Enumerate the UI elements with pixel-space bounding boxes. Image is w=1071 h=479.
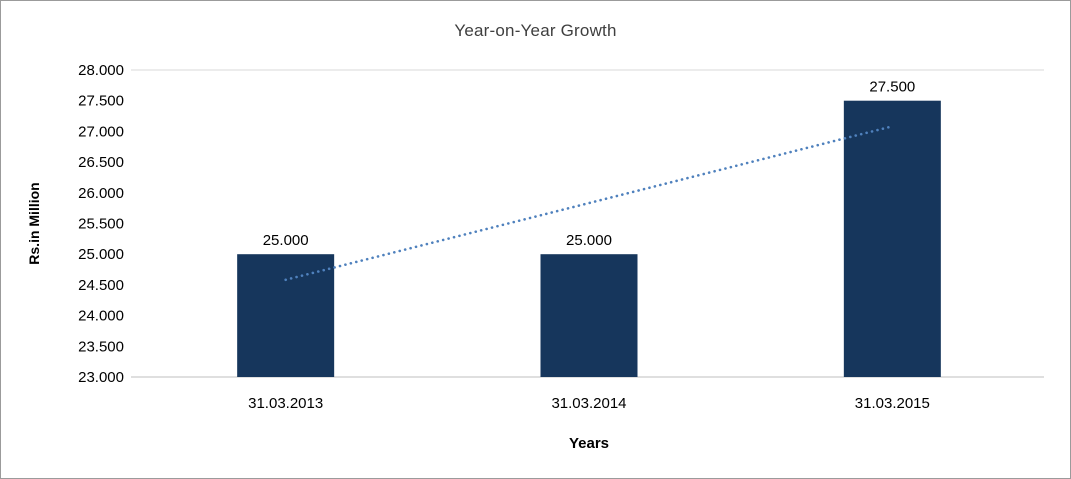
y-tick-label: 23.000 bbox=[78, 369, 124, 386]
bar bbox=[843, 100, 941, 377]
y-tick-label: 26.500 bbox=[78, 154, 124, 171]
y-tick-label: 25.000 bbox=[78, 246, 124, 263]
x-tick-label: 31.03.2014 bbox=[551, 395, 626, 412]
y-tick-label: 24.000 bbox=[78, 308, 124, 325]
bar-value-label: 25.000 bbox=[566, 232, 612, 249]
y-tick-label: 25.500 bbox=[78, 216, 124, 233]
x-axis-title: Years bbox=[569, 435, 609, 452]
y-tick-label: 27.000 bbox=[78, 123, 124, 140]
bar-value-label: 27.500 bbox=[869, 79, 915, 96]
x-tick-label: 31.03.2013 bbox=[248, 395, 323, 412]
y-axis-title: Rs.in Million bbox=[26, 182, 42, 264]
y-tick-label: 24.500 bbox=[78, 277, 124, 294]
bar-value-label: 25.000 bbox=[263, 232, 309, 249]
bar bbox=[237, 254, 335, 377]
x-tick-label: 31.03.2015 bbox=[855, 395, 930, 412]
trendline bbox=[284, 125, 894, 282]
bar bbox=[540, 254, 638, 377]
y-tick-label: 27.500 bbox=[78, 93, 124, 110]
y-tick-label: 23.500 bbox=[78, 338, 124, 355]
chart-title: Year-on-Year Growth bbox=[454, 21, 617, 40]
y-tick-label: 26.000 bbox=[78, 185, 124, 202]
y-tick-label: 28.000 bbox=[78, 62, 124, 79]
